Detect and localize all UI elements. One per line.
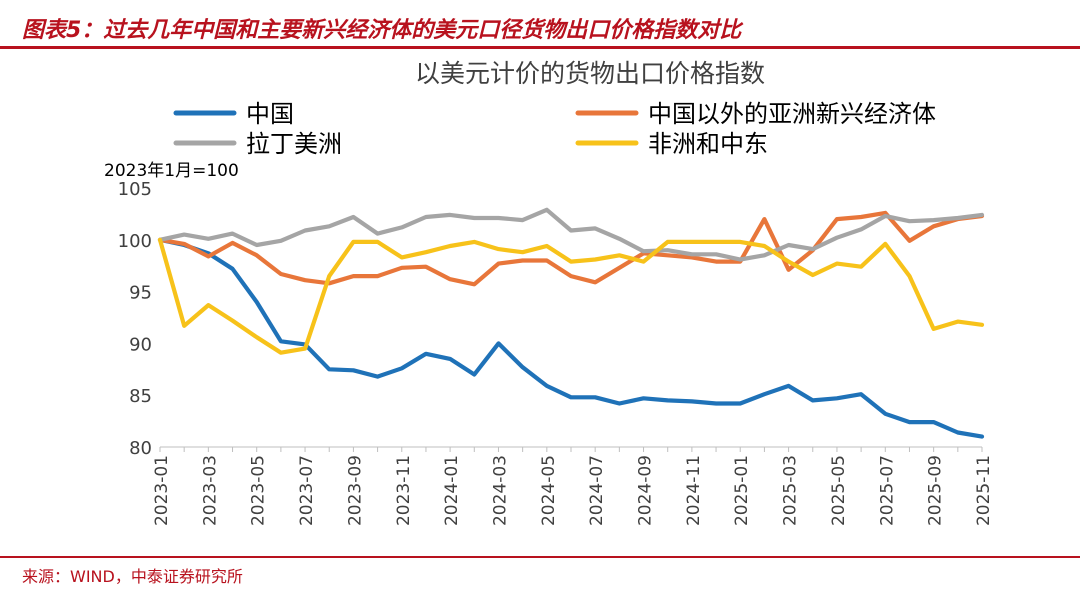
y-tick-label: 80 — [129, 438, 152, 459]
x-tick-label: 2023-05 — [249, 455, 269, 526]
y-tick-label: 105 — [118, 179, 152, 200]
y-tick-label: 95 — [129, 283, 152, 304]
y-tick-label: 90 — [129, 334, 152, 355]
x-tick-label: 2024-05 — [539, 455, 559, 526]
x-tick-label: 2023-09 — [345, 455, 365, 526]
series-line-1 — [157, 237, 985, 439]
unit-note: 2023年1月=100 — [104, 161, 239, 181]
x-tick-label: 2024-07 — [587, 455, 607, 526]
footer-rule — [0, 556, 1080, 558]
x-tick-label: 2023-11 — [394, 455, 414, 526]
x-tick-label: 2025-05 — [829, 455, 849, 526]
x-tick-label: 2024-09 — [636, 455, 656, 526]
legend-label: 非洲和中东 — [648, 130, 768, 158]
series-lines — [157, 207, 985, 439]
x-tick-label: 2025-09 — [926, 455, 946, 526]
chart-title: 以美元计价的货物出口价格指数 — [415, 59, 765, 88]
x-axis: 2023-01 2023-03 2023-05 2023-07 2023-09 2023-… — [152, 446, 994, 526]
x-tick-label: 2025-11 — [974, 455, 994, 526]
x-tick-label: 2025-03 — [781, 455, 801, 526]
source-note: 来源：WIND，中泰证券研究所 — [22, 567, 243, 586]
figure-header: 图表5：过去几年中国和主要新兴经济体的美元口径货物出口价格指数对比 — [22, 18, 742, 43]
x-tick-label: 2024-11 — [684, 455, 704, 526]
x-tick-label: 2023-03 — [200, 455, 220, 526]
series-line-4 — [157, 237, 985, 355]
x-tick-label: 2024-03 — [490, 455, 510, 526]
x-tick-label: 2023-07 — [297, 455, 317, 526]
legend-label: 拉丁美洲 — [246, 130, 342, 158]
x-tick-label: 2025-07 — [877, 455, 897, 526]
series-line-3 — [157, 207, 985, 262]
y-axis: 80 85 90 95 100 105 — [118, 179, 152, 459]
series-line-2 — [157, 210, 985, 287]
line-chart: 以美元计价的货物出口价格指数 2023年1月=100 中国 中国以外的亚洲新兴经济… — [104, 59, 994, 526]
y-tick-label: 85 — [129, 386, 152, 407]
y-tick-label: 100 — [118, 231, 152, 252]
header-rule — [0, 46, 1080, 49]
x-tick-label: 2023-01 — [152, 455, 172, 526]
x-tick-label: 2025-01 — [732, 455, 752, 526]
legend-label: 中国以外的亚洲新兴经济体 — [648, 100, 936, 128]
x-tick-label: 2024-01 — [442, 455, 462, 526]
legend-label: 中国 — [246, 100, 294, 128]
